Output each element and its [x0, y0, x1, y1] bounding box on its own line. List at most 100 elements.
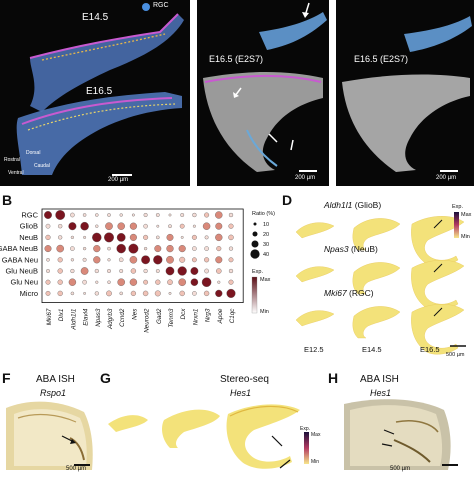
panel-d-scale-label: 500 µm — [446, 352, 465, 358]
dot — [82, 279, 87, 285]
exp-colorbar — [251, 276, 258, 314]
dot — [129, 278, 138, 286]
dot — [82, 213, 87, 217]
dot — [45, 279, 51, 285]
gene-label: C1qc — [229, 308, 236, 324]
dot — [95, 213, 99, 217]
panel-d-tissue — [295, 310, 335, 327]
dot — [168, 224, 172, 229]
panel-b-label: B — [2, 192, 13, 208]
panel-f-gene: Rspo1 — [40, 388, 67, 398]
panel-a-image: E14.5 E16.5 RGC Rostral Dorsal Ventral C… — [0, 0, 190, 186]
gene-label: Mki67 — [46, 308, 53, 325]
dot — [228, 212, 234, 218]
dot — [129, 256, 138, 264]
gene-label: Tenm3 — [168, 308, 175, 328]
dot — [217, 280, 221, 284]
dot — [80, 221, 89, 231]
scale-bar-mid — [299, 170, 317, 172]
dot — [93, 245, 101, 253]
dot — [118, 257, 124, 263]
dot — [166, 233, 174, 241]
dot — [180, 236, 184, 239]
ratio-legend-dot — [252, 231, 258, 237]
dot — [166, 255, 174, 264]
panel-d-label: D — [282, 192, 293, 208]
dot — [190, 278, 199, 286]
dot — [166, 244, 174, 253]
panel-right-tissue — [342, 16, 472, 172]
dot — [143, 212, 148, 218]
dot — [143, 223, 148, 229]
panel-d-tissue — [352, 262, 401, 295]
dot — [154, 290, 161, 297]
dot — [104, 232, 114, 243]
dot — [201, 277, 212, 287]
dot — [117, 278, 125, 286]
dot — [46, 269, 50, 273]
dot — [204, 235, 209, 240]
compass-rostral: Rostral — [4, 157, 20, 163]
legend-rgc: RGC — [153, 2, 169, 9]
dot — [92, 232, 102, 243]
dot — [107, 269, 111, 273]
dot — [93, 256, 101, 264]
panel-g-image — [108, 404, 309, 469]
panel-mid-image: E16.5 (E2S7) 200 µm — [197, 0, 329, 186]
right-title: E16.5 (E2S7) — [354, 54, 409, 64]
ratio-legend-dot — [250, 249, 260, 259]
panel-d-tissue — [411, 216, 465, 267]
dot — [192, 224, 196, 228]
gene-label: Aldh1l1 — [70, 309, 77, 331]
dot — [228, 257, 234, 263]
dot — [119, 291, 123, 296]
dot — [130, 268, 137, 274]
dot — [107, 280, 111, 284]
panel-d-tissue — [352, 306, 401, 339]
dot — [80, 267, 89, 275]
dotplot-svg: RGC GlioB NeuB GABA NeuB GABA Neu Glu NeuB Glu… — [0, 208, 275, 333]
dotplot-frame — [41, 208, 244, 303]
mid-title: E16.5 (E2S7) — [209, 54, 264, 64]
dotplot: RGC GlioB NeuB GABA NeuB GABA Neu Glu NeuB Glu… — [0, 205, 285, 355]
dot — [204, 212, 210, 218]
dot — [82, 246, 87, 251]
panel-d-row-title: Mki67 (RGC) — [324, 288, 374, 298]
arrow-icon — [433, 263, 443, 273]
dot — [143, 279, 149, 285]
dot — [94, 291, 99, 296]
ratio-legend-label: 40 — [263, 252, 269, 258]
row-label: Glu Neu — [10, 278, 38, 287]
dot — [215, 256, 223, 264]
panel-d: Aldh1l1 (GlioB) Npas3 (NeuB) Mki67 (RGC) E1… — [290, 196, 474, 364]
dot — [204, 268, 209, 274]
panel-d-colorbar — [454, 212, 459, 238]
gene-label: Neurod2 — [144, 308, 151, 333]
dot — [215, 222, 223, 230]
dot — [216, 268, 222, 274]
dot — [58, 235, 63, 240]
dot — [191, 257, 197, 263]
dot — [57, 290, 63, 297]
gene-label: Nrxn1 — [192, 309, 199, 326]
dot — [130, 290, 136, 296]
dot — [215, 211, 223, 219]
panel-d-exp-min: Min — [461, 234, 470, 240]
panel-d-tissue — [411, 304, 465, 355]
panel-g-title: Stereo-seq — [220, 374, 269, 385]
gene-label: Ccnd2 — [119, 308, 126, 327]
dot — [56, 244, 64, 253]
scale-label-a: 200 µm — [108, 177, 129, 183]
dot — [228, 268, 234, 274]
ratio-legend-title: Ratio (%) — [252, 211, 275, 217]
dot — [58, 224, 63, 229]
panel-f-image — [6, 401, 93, 470]
scale-bar-a — [112, 174, 132, 176]
dot — [192, 212, 197, 218]
dot — [143, 268, 148, 274]
dot — [228, 223, 234, 229]
dot — [83, 235, 87, 239]
scale-label-mid: 200 µm — [295, 175, 316, 181]
rgc-legend-dot — [142, 3, 150, 11]
gene-label: Adgrb3 — [107, 308, 114, 330]
